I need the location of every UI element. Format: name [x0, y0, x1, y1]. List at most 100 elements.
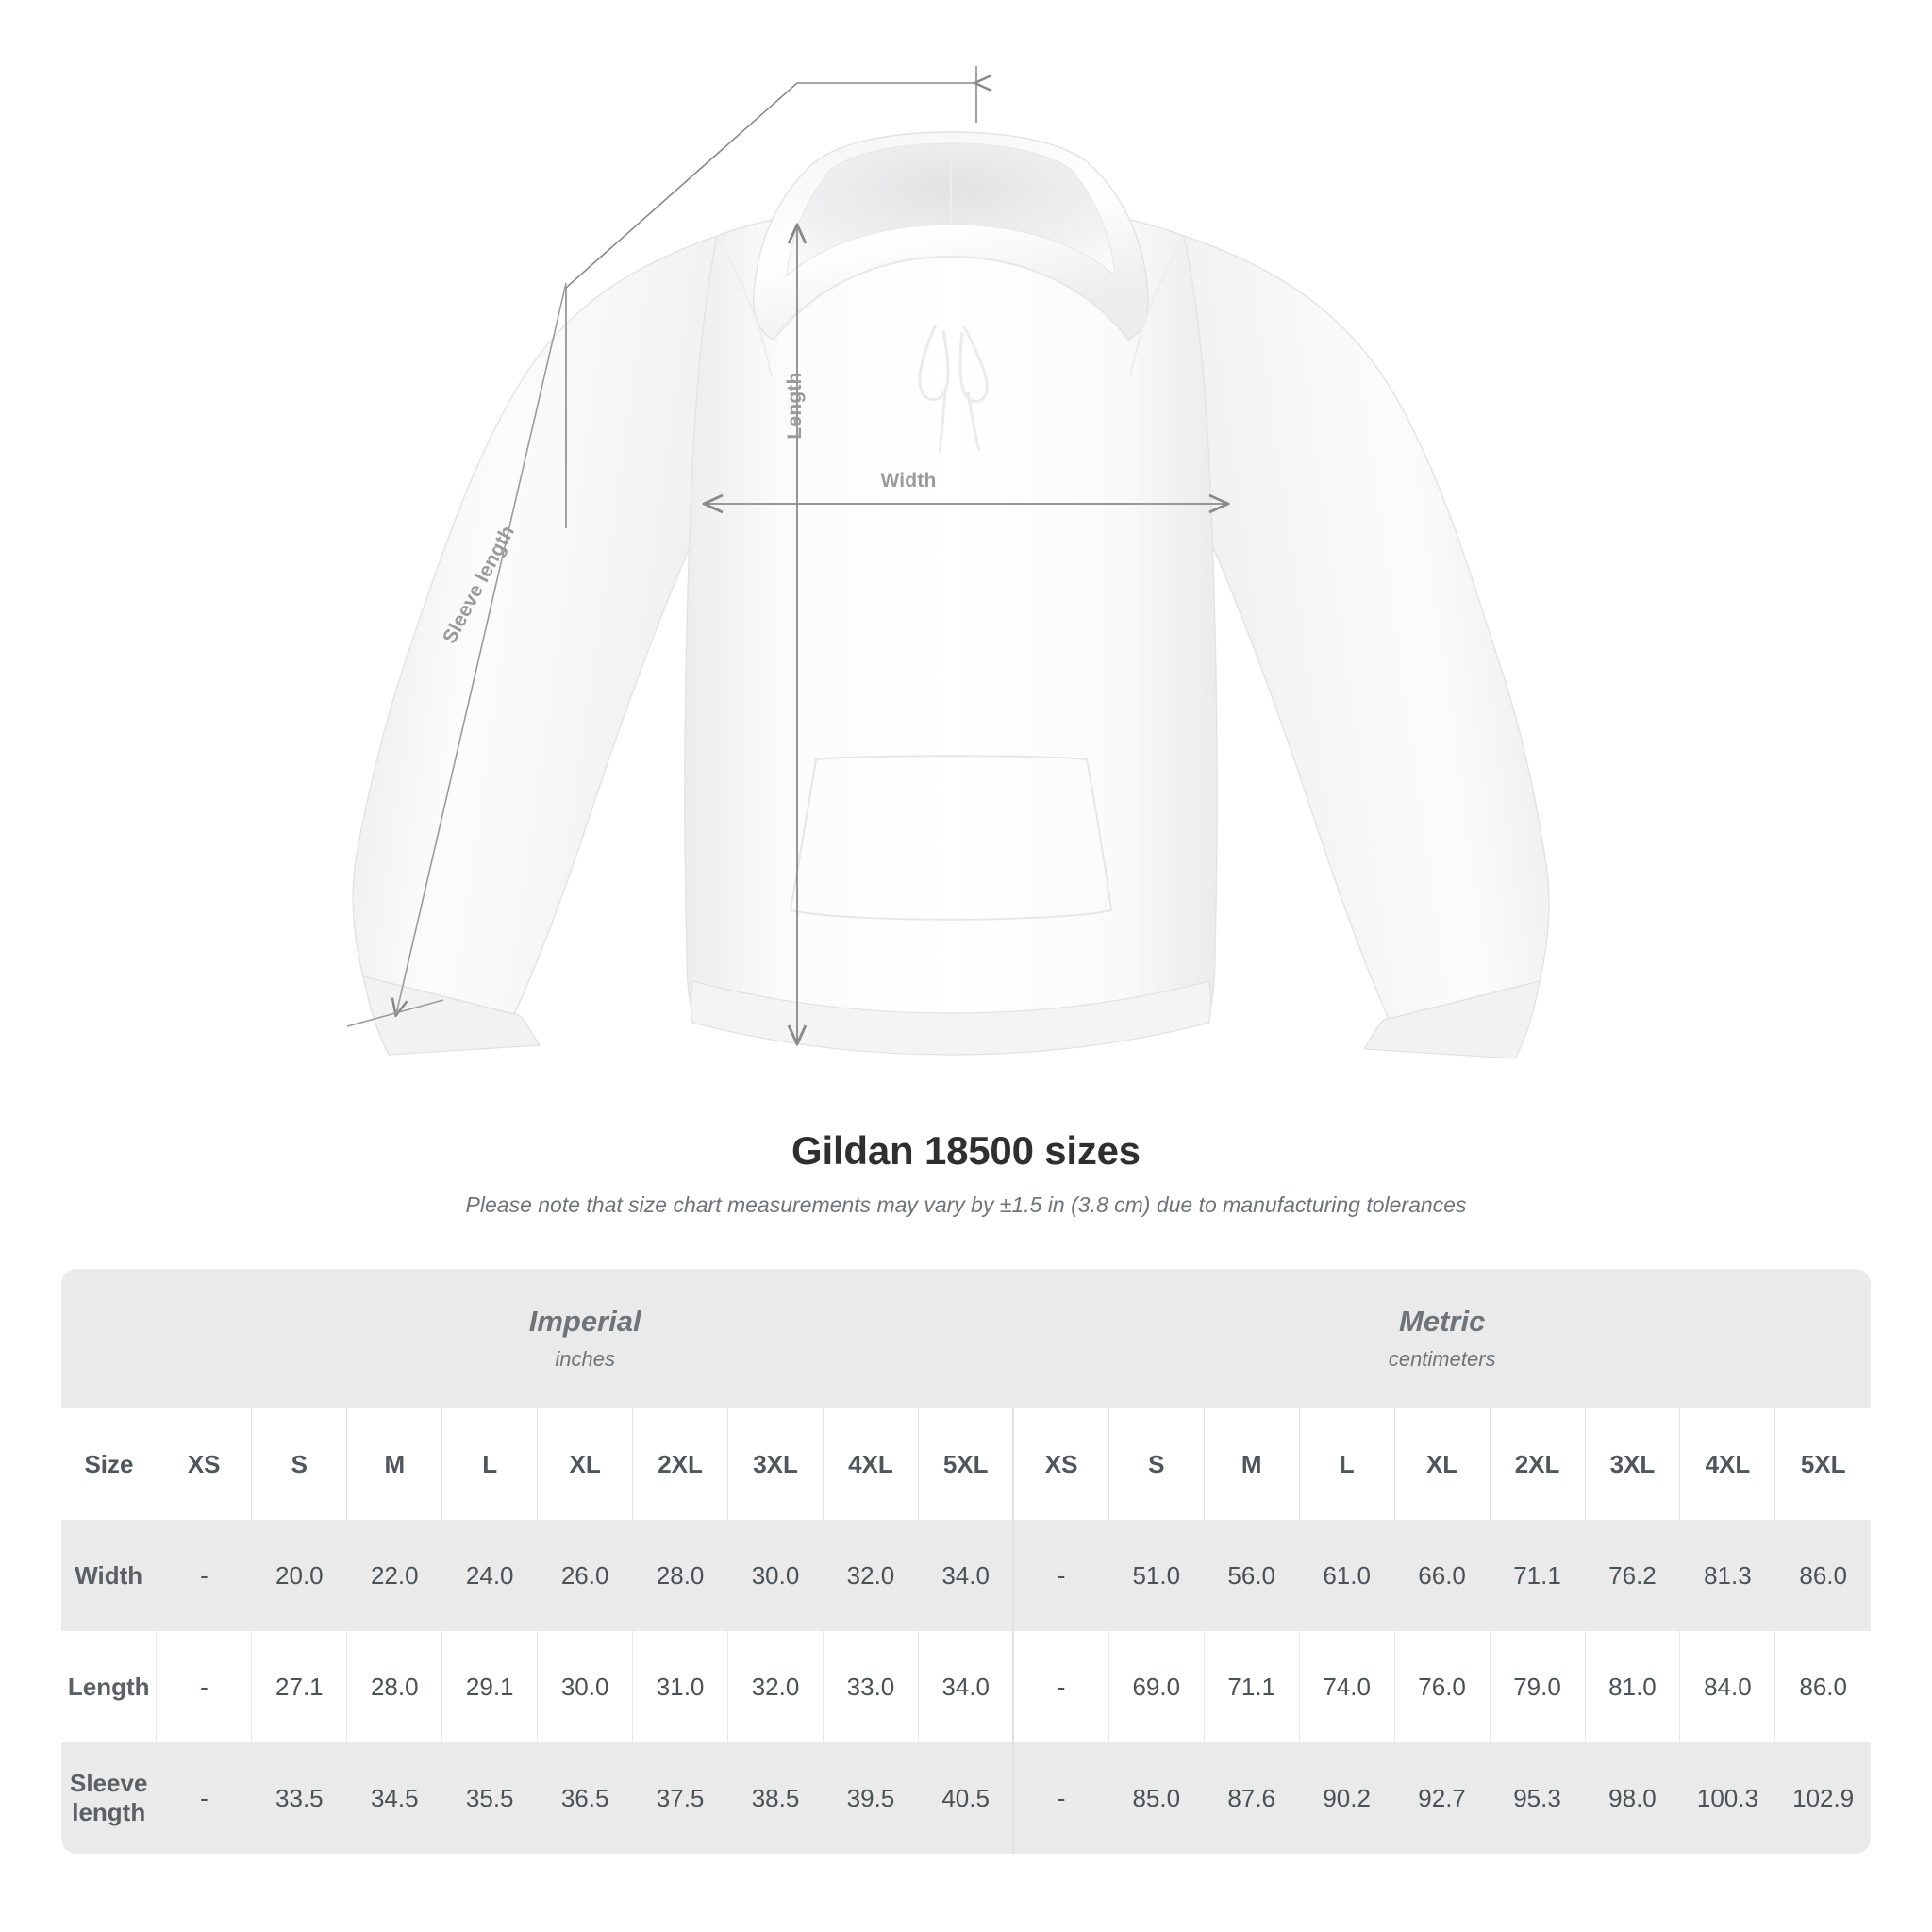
left-sleeve [352, 234, 718, 1015]
cell-width-imperial-l: 24.0 [441, 1520, 538, 1631]
cell-width-metric-2xl: 71.1 [1489, 1520, 1585, 1631]
cell-sleeve-length-imperial-4xl: 39.5 [823, 1742, 919, 1854]
cell-length-metric-xs: - [1012, 1631, 1109, 1742]
size-header-row: Size XS S M L XL 2XL 3XL 4XL 5XL XS S M L XL 2XL 3XL 4XL 5… [61, 1408, 1871, 1520]
neckline [773, 255, 1129, 341]
cell-length-imperial-5xl: 34.0 [917, 1631, 1014, 1742]
cell-sleeve-length-metric-2xl: 95.3 [1489, 1742, 1585, 1854]
cell-sleeve-length-metric-xl: 92.7 [1393, 1742, 1491, 1854]
row-header-sleeve-length: Sleeve length [61, 1742, 157, 1854]
cell-length-imperial-xs: - [156, 1631, 252, 1742]
cell-width-imperial-2xl: 28.0 [632, 1520, 728, 1631]
size-header-metric-xs: XS [1012, 1408, 1109, 1520]
unit-group-header-imperial: Imperial inches [156, 1269, 1014, 1408]
cell-sleeve-length-imperial-l: 35.5 [441, 1742, 538, 1854]
cell-sleeve-length-metric-5xl: 102.9 [1774, 1742, 1871, 1854]
cell-width-metric-4xl: 81.3 [1679, 1520, 1775, 1631]
unit-header-corner [61, 1269, 157, 1408]
cell-width-imperial-m: 22.0 [346, 1520, 442, 1631]
size-chart-table: Imperial inches Metric centimeters Size XS S M L… [61, 1269, 1871, 1854]
size-header-metric-l: L [1298, 1408, 1395, 1520]
garment-illustration: Length Width Sleeve length [346, 66, 1550, 1059]
size-row-header-label: Size [61, 1408, 157, 1520]
right-sleeve [1183, 235, 1550, 1020]
cell-length-metric-l: 74.0 [1298, 1631, 1395, 1742]
cell-sleeve-length-metric-s: 85.0 [1108, 1742, 1205, 1854]
size-header-imperial-4xl: 4XL [823, 1408, 919, 1520]
unit-group-header-metric: Metric centimeters [1013, 1269, 1871, 1408]
length-dimension-label: Length [784, 372, 806, 440]
cell-width-imperial-s: 20.0 [251, 1520, 347, 1631]
sleeve-length-end-tick [346, 999, 444, 1027]
cell-length-metric-2xl: 79.0 [1489, 1631, 1585, 1742]
cell-length-metric-m: 71.1 [1203, 1631, 1300, 1742]
cell-length-metric-4xl: 84.0 [1679, 1631, 1775, 1742]
bottom-hem [690, 980, 1212, 1056]
size-header-imperial-m: M [346, 1408, 442, 1520]
cell-sleeve-length-imperial-s: 33.5 [251, 1742, 347, 1854]
unit-group-name: Metric [1399, 1305, 1486, 1339]
size-header-imperial-5xl: 5XL [917, 1408, 1014, 1520]
size-header-imperial-l: L [441, 1408, 538, 1520]
left-shoulder-seam [716, 237, 773, 378]
cell-length-metric-3xl: 81.0 [1584, 1631, 1680, 1742]
cell-width-metric-xs: - [1012, 1520, 1109, 1631]
unit-group-subtitle: inches [555, 1346, 615, 1371]
measurement-annotations [346, 66, 1226, 1042]
unit-group-subtitle: centimeters [1388, 1346, 1496, 1371]
sleeve-length-dimension-line [396, 282, 567, 1014]
cell-length-imperial-2xl: 31.0 [632, 1631, 728, 1742]
cell-width-metric-5xl: 86.0 [1774, 1520, 1871, 1631]
drawstring-left [918, 324, 950, 401]
cell-width-imperial-3xl: 30.0 [727, 1520, 824, 1631]
cell-sleeve-length-imperial-5xl: 40.5 [917, 1742, 1014, 1854]
size-header-imperial-2xl: 2XL [632, 1408, 728, 1520]
row-header-width: Width [61, 1520, 157, 1631]
drawstring-tail-right [966, 391, 981, 452]
cell-width-imperial-xs: - [156, 1520, 252, 1631]
cell-width-imperial-xl: 26.0 [537, 1520, 633, 1631]
tolerance-note: Please note that size chart measurements… [465, 1192, 1467, 1217]
hoodie-diagram-svg [346, 66, 1550, 1059]
row-header-length: Length [61, 1631, 157, 1742]
cell-sleeve-length-imperial-xl: 36.5 [537, 1742, 633, 1854]
size-header-metric-s: S [1108, 1408, 1205, 1520]
unit-header-row: Imperial inches Metric centimeters [61, 1269, 1871, 1408]
cell-sleeve-length-imperial-xs: - [156, 1742, 252, 1854]
cell-length-metric-s: 69.0 [1108, 1631, 1205, 1742]
size-header-imperial-s: S [251, 1408, 347, 1520]
cell-width-metric-3xl: 76.2 [1584, 1520, 1680, 1631]
cell-width-imperial-5xl: 34.0 [917, 1520, 1014, 1631]
right-cuff [1362, 980, 1541, 1059]
size-header-metric-5xl: 5XL [1774, 1408, 1871, 1520]
cell-length-imperial-4xl: 33.0 [823, 1631, 919, 1742]
size-header-imperial-3xl: 3XL [727, 1408, 824, 1520]
cell-length-imperial-l: 29.1 [441, 1631, 538, 1742]
cell-length-metric-5xl: 86.0 [1774, 1631, 1871, 1742]
table-row: Width -20.0 22.0 24.0 26.0 28.0 30.0 32.0 34.0-5… [61, 1520, 1871, 1631]
cell-width-metric-s: 51.0 [1108, 1520, 1205, 1631]
left-cuff [362, 975, 541, 1056]
cell-width-metric-xl: 66.0 [1393, 1520, 1491, 1631]
cell-sleeve-length-imperial-m: 34.5 [346, 1742, 442, 1854]
size-header-metric-m: M [1203, 1408, 1300, 1520]
cell-width-metric-m: 56.0 [1203, 1520, 1300, 1631]
page-title: Gildan 18500 sizes [791, 1128, 1141, 1173]
cell-length-metric-xl: 76.0 [1393, 1631, 1491, 1742]
size-header-imperial-xs: XS [156, 1408, 252, 1520]
hoodie-graphic [352, 131, 1550, 1059]
cell-width-imperial-4xl: 32.0 [823, 1520, 919, 1631]
cell-width-metric-l: 61.0 [1298, 1520, 1395, 1631]
unit-group-name: Imperial [528, 1305, 641, 1339]
cell-sleeve-length-imperial-2xl: 37.5 [632, 1742, 728, 1854]
drawstring-right [958, 325, 989, 403]
table-row: Sleeve length -33.5 34.5 35.5 36.5 37.5 38.5 39… [61, 1742, 1871, 1854]
table-row: Length -27.1 28.0 29.1 30.0 31.0 32.0 33.0 34.0-… [61, 1631, 1871, 1742]
width-dimension-label: Width [880, 470, 937, 491]
size-table-container: Imperial inches Metric centimeters Size XS S M L… [61, 1269, 1871, 1854]
size-header-metric-3xl: 3XL [1584, 1408, 1680, 1520]
drawstring-tail-left [938, 390, 947, 454]
title-block: Gildan 18500 sizes Please note that size… [0, 1128, 1932, 1218]
cell-sleeve-length-metric-l: 90.2 [1298, 1742, 1395, 1854]
